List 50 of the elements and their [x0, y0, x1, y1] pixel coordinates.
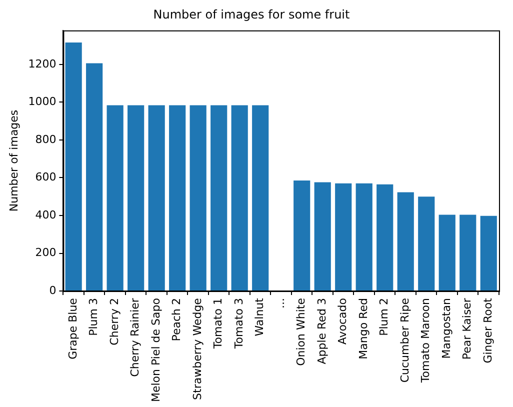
- chart-title: Number of images for some fruit: [153, 7, 350, 22]
- x-tick-label: Pear Kaiser: [460, 298, 474, 360]
- x-tick-label: Cherry Rainier: [128, 298, 142, 377]
- bar: [86, 63, 103, 291]
- x-tick-label: Onion White: [294, 298, 308, 366]
- x-tick-label: Mango Red: [356, 298, 370, 360]
- bar: [231, 105, 248, 291]
- bar: [190, 105, 206, 291]
- y-tick-label: 800: [35, 132, 56, 146]
- bar: [169, 105, 186, 291]
- x-tick-label: ...: [274, 298, 287, 309]
- x-tick-label: Plum 2: [378, 298, 391, 336]
- y-tick-label: 1200: [28, 57, 56, 70]
- y-tick-label: 400: [35, 208, 56, 222]
- y-tick-label: 0: [49, 284, 56, 297]
- y-tick-label: 200: [35, 246, 56, 260]
- bar: [438, 214, 456, 291]
- x-tick-label: Strawberry Wedge: [190, 298, 204, 400]
- bar: [376, 184, 394, 291]
- bar: [128, 105, 144, 291]
- x-tick-label: Apple Red 3: [315, 298, 328, 364]
- bar: [294, 180, 310, 291]
- bar: [397, 192, 414, 291]
- x-tick-label: Walnut: [253, 297, 266, 336]
- bar: [210, 105, 228, 291]
- bar: [252, 105, 269, 291]
- bar: [65, 42, 82, 291]
- x-tick-label: Tomato 3: [232, 298, 246, 350]
- x-tick-label: Cherry 2: [108, 298, 121, 346]
- bar: [418, 196, 435, 291]
- x-tick-label: Mangostan: [440, 298, 453, 359]
- y-tick-label: 600: [35, 170, 56, 184]
- x-tick-label: Peach 2: [170, 298, 184, 342]
- bar: [106, 105, 124, 291]
- bar: [314, 182, 331, 291]
- x-tick-label: Avocado: [336, 298, 350, 345]
- x-tick-label: Grape Blue: [66, 298, 80, 360]
- x-tick-label: Tomato Maroon: [419, 298, 432, 384]
- x-tick-label: Melon Piel de Sapo: [149, 298, 162, 402]
- y-axis-title: Number of images: [7, 110, 20, 212]
- x-tick-label: Tomato 1: [212, 298, 225, 350]
- x-tick-label: Ginger Root: [481, 297, 494, 364]
- bar: [460, 214, 476, 291]
- bar: [480, 216, 497, 291]
- x-tick-label: Cucumber Ripe: [398, 298, 412, 383]
- y-tick-label: 1000: [28, 95, 56, 108]
- bar: [335, 183, 352, 291]
- bar: [148, 105, 165, 291]
- x-tick-label: Plum 3: [87, 298, 100, 336]
- bar: [356, 183, 372, 291]
